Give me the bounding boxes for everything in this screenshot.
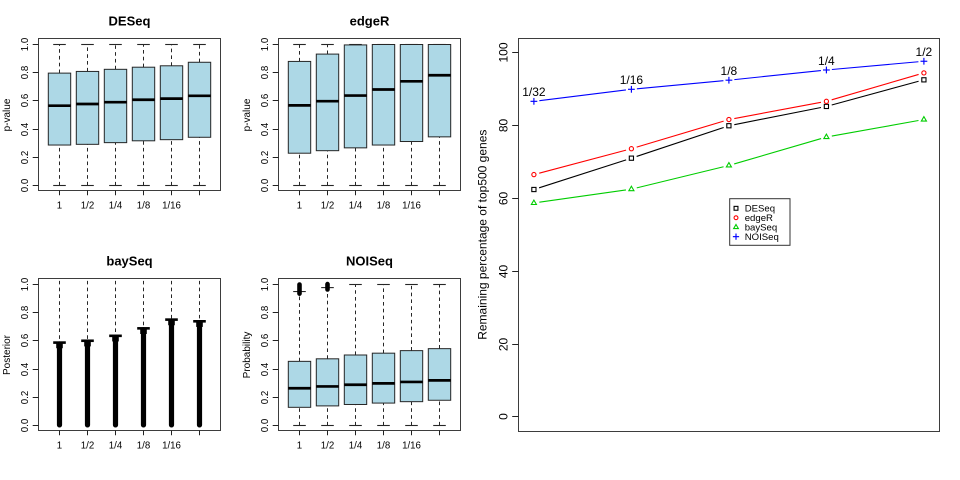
svg-text:1/2: 1/2 [81, 201, 94, 212]
svg-text:1: 1 [57, 201, 62, 212]
svg-text:1.0: 1.0 [260, 277, 271, 291]
svg-text:NOISeq: NOISeq [346, 254, 393, 269]
svg-text:0.4: 0.4 [260, 362, 271, 376]
svg-text:Probability: Probability [242, 332, 253, 379]
svg-text:1: 1 [57, 441, 62, 452]
svg-text:NOISeq: NOISeq [745, 232, 779, 243]
svg-text:0.2: 0.2 [20, 151, 31, 164]
svg-text:p-value: p-value [242, 98, 253, 131]
svg-text:0.2: 0.2 [260, 151, 271, 164]
svg-text:1.0: 1.0 [20, 277, 31, 291]
svg-text:0.0: 0.0 [20, 178, 31, 192]
svg-text:1/4: 1/4 [818, 54, 835, 68]
svg-text:DESeq: DESeq [745, 204, 775, 215]
svg-text:0.4: 0.4 [20, 122, 31, 136]
svg-text:1/16: 1/16 [162, 441, 181, 452]
svg-text:1/32: 1/32 [522, 85, 546, 99]
svg-text:0.6: 0.6 [260, 94, 271, 107]
svg-text:p-value: p-value [2, 98, 13, 131]
svg-text:1/16: 1/16 [620, 73, 644, 87]
svg-text:0.6: 0.6 [20, 94, 31, 107]
svg-text:40: 40 [496, 265, 510, 279]
svg-text:0.0: 0.0 [20, 418, 31, 432]
svg-text:1/4: 1/4 [109, 201, 123, 212]
svg-text:1: 1 [297, 201, 302, 212]
svg-text:Remaining percentage of top500: Remaining percentage of top500 genes [476, 130, 490, 340]
svg-text:1/8: 1/8 [137, 441, 150, 452]
svg-text:1/8: 1/8 [721, 64, 738, 78]
svg-text:80: 80 [496, 119, 510, 133]
svg-text:baySeq: baySeq [106, 254, 152, 269]
svg-text:1.0: 1.0 [20, 37, 31, 51]
svg-text:0: 0 [496, 413, 510, 420]
svg-text:0.0: 0.0 [260, 418, 271, 432]
svg-text:1/4: 1/4 [109, 441, 123, 452]
svg-text:0.8: 0.8 [20, 66, 31, 79]
svg-text:1/16: 1/16 [162, 201, 181, 212]
svg-text:edgeR: edgeR [745, 213, 773, 224]
svg-text:1.0: 1.0 [260, 37, 271, 51]
svg-text:0.4: 0.4 [20, 362, 31, 376]
svg-text:1/2: 1/2 [916, 45, 933, 59]
svg-text:100: 100 [496, 42, 510, 62]
svg-text:edgeR: edgeR [350, 14, 390, 29]
svg-text:0.2: 0.2 [20, 391, 31, 404]
svg-text:0.6: 0.6 [260, 334, 271, 347]
svg-text:0.8: 0.8 [260, 66, 271, 79]
svg-text:0.6: 0.6 [20, 334, 31, 347]
svg-text:0.8: 0.8 [20, 306, 31, 319]
svg-text:1: 1 [297, 441, 302, 452]
svg-text:1/4: 1/4 [349, 201, 363, 212]
svg-text:1/2: 1/2 [321, 441, 334, 452]
svg-text:1/16: 1/16 [402, 201, 421, 212]
svg-text:60: 60 [496, 192, 510, 206]
svg-text:0.4: 0.4 [260, 122, 271, 136]
svg-text:DESeq: DESeq [109, 14, 151, 29]
svg-text:1/2: 1/2 [81, 441, 94, 452]
svg-text:0.8: 0.8 [260, 306, 271, 319]
svg-text:baySeq: baySeq [745, 223, 778, 234]
svg-text:1/8: 1/8 [377, 201, 390, 212]
svg-text:0.0: 0.0 [260, 178, 271, 192]
svg-text:1/4: 1/4 [349, 441, 363, 452]
svg-text:1/16: 1/16 [402, 441, 421, 452]
svg-text:20: 20 [496, 338, 510, 352]
svg-text:1/8: 1/8 [377, 441, 390, 452]
svg-text:1/2: 1/2 [321, 201, 334, 212]
svg-text:Posterior: Posterior [2, 334, 13, 375]
svg-text:0.2: 0.2 [260, 391, 271, 404]
svg-text:1/8: 1/8 [137, 201, 150, 212]
